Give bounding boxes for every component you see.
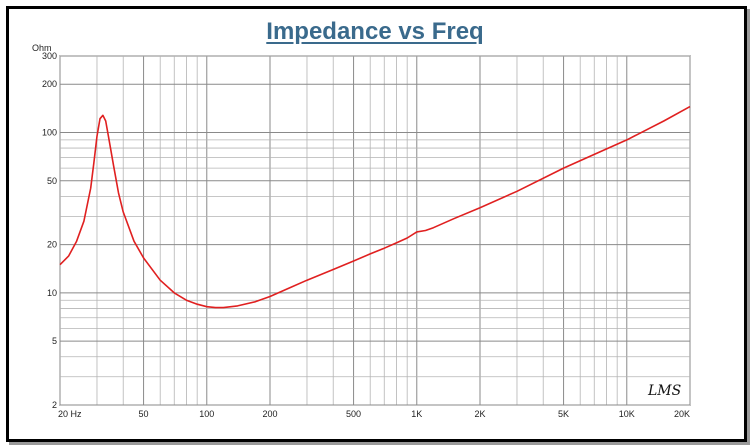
lms-signature: LMS — [647, 383, 681, 399]
x-tick-label: 200 — [262, 409, 277, 419]
impedance-curve — [59, 105, 691, 309]
series-group — [59, 105, 691, 309]
x-tick-label: 5K — [558, 409, 569, 419]
x-tick-label: 2K — [474, 409, 485, 419]
y-tick-label: 300 — [42, 51, 57, 61]
grid — [59, 55, 691, 406]
y-tick-label: 200 — [42, 79, 57, 89]
x-tick-label: 50 — [139, 409, 149, 419]
x-tick-label: 1K — [411, 409, 422, 419]
x-tick-label: 500 — [346, 409, 361, 419]
y-tick-label: 5 — [52, 336, 57, 346]
y-tick-label: 100 — [42, 128, 57, 138]
x-axis-ticks: 20 Hz 50 100 200 500 1K 2K 5K 10K 20K — [58, 409, 690, 419]
y-axis-ticks: 300 200 100 50 20 10 5 2 — [42, 51, 57, 410]
y-tick-label: 20 — [47, 240, 57, 250]
x-tick-label: 20 Hz — [58, 409, 82, 419]
x-tick-label: 100 — [199, 409, 214, 419]
y-tick-label: 50 — [47, 176, 57, 186]
chart-title: Impedance vs Freq — [266, 18, 484, 45]
y-tick-label: 10 — [47, 288, 57, 298]
plot-area — [59, 55, 691, 406]
x-tick-label: 20K — [674, 409, 690, 419]
x-tick-label: 10K — [619, 409, 635, 419]
y-tick-label: 2 — [52, 400, 57, 410]
y-axis-label: Ohm — [32, 43, 52, 53]
